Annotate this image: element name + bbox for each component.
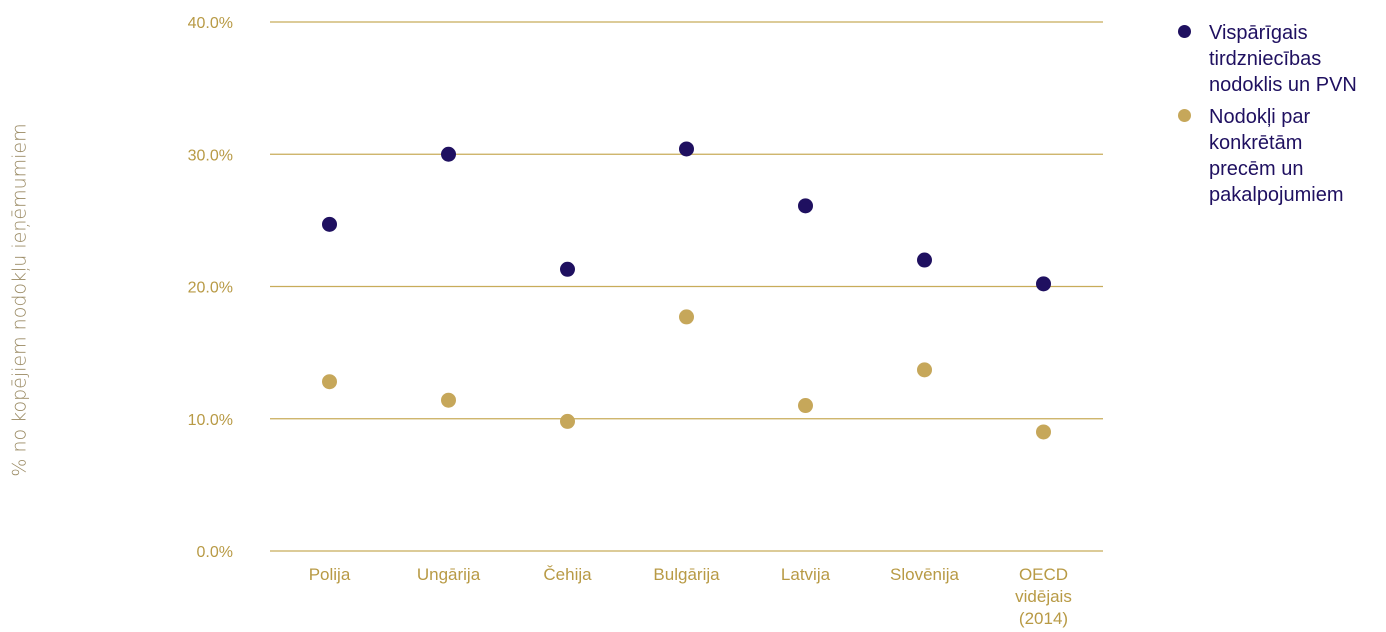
data-point-series-2	[322, 374, 337, 390]
x-tick-label: Polija	[309, 565, 351, 584]
data-point-series-2	[441, 392, 456, 408]
x-tick-label: Bulgārija	[653, 565, 720, 584]
y-axis-ticks: 0.0% 10.0% 20.0% 30.0% 40.0%	[188, 15, 233, 561]
data-point-series-1	[917, 252, 932, 268]
legend-label: Vispārīgais tirdzniecības nodoklis un PVN	[1209, 22, 1357, 96]
x-axis-ticks: Polija Ungārija Čehija Bulgārija Latvija Slov…	[309, 565, 1072, 628]
legend-marker	[1178, 109, 1191, 122]
data-point-series-1	[1036, 276, 1051, 292]
y-tick-label: 30.0%	[188, 147, 233, 164]
data-points	[322, 141, 1051, 440]
data-point-series-2	[798, 398, 813, 414]
gridlines	[270, 21, 1103, 552]
legend-item-series-1: Vispārīgais tirdzniecības nodoklis un PVN	[1178, 20, 1378, 98]
data-point-series-1	[560, 261, 575, 277]
x-tick-label: Čehija	[543, 565, 592, 584]
x-tick-label: Latvija	[781, 565, 831, 584]
legend: Vispārīgais tirdzniecības nodoklis un PVN N…	[1178, 20, 1378, 214]
x-tick-label: Ungārija	[417, 565, 481, 584]
y-tick-label: 0.0%	[197, 544, 233, 561]
data-point-series-2	[1036, 424, 1051, 440]
data-point-series-1	[798, 198, 813, 214]
legend-label: Nodokļi par konkrētām precēm un pakalpojumi…	[1209, 106, 1344, 206]
y-axis-label-container: % no kopējiem nodokļu ieņēmumiem	[4, 90, 36, 510]
legend-marker	[1178, 25, 1191, 38]
x-tick-label: Slovēnija	[890, 565, 960, 584]
y-axis-label: % no kopējiem nodokļu ieņēmumiem	[9, 123, 31, 477]
y-tick-label: 20.0%	[188, 280, 233, 297]
data-point-series-1	[322, 216, 337, 232]
y-tick-label: 40.0%	[188, 15, 233, 32]
data-point-series-2	[679, 309, 694, 325]
data-point-series-1	[441, 146, 456, 162]
data-point-series-2	[560, 413, 575, 429]
y-tick-label: 10.0%	[188, 412, 233, 429]
legend-item-series-2: Nodokļi par konkrētām precēm un pakalpojumi…	[1178, 104, 1378, 208]
data-point-series-1	[679, 141, 694, 157]
x-tick-label: OECD vidējais (2014)	[1015, 565, 1072, 628]
data-point-series-2	[917, 362, 932, 378]
